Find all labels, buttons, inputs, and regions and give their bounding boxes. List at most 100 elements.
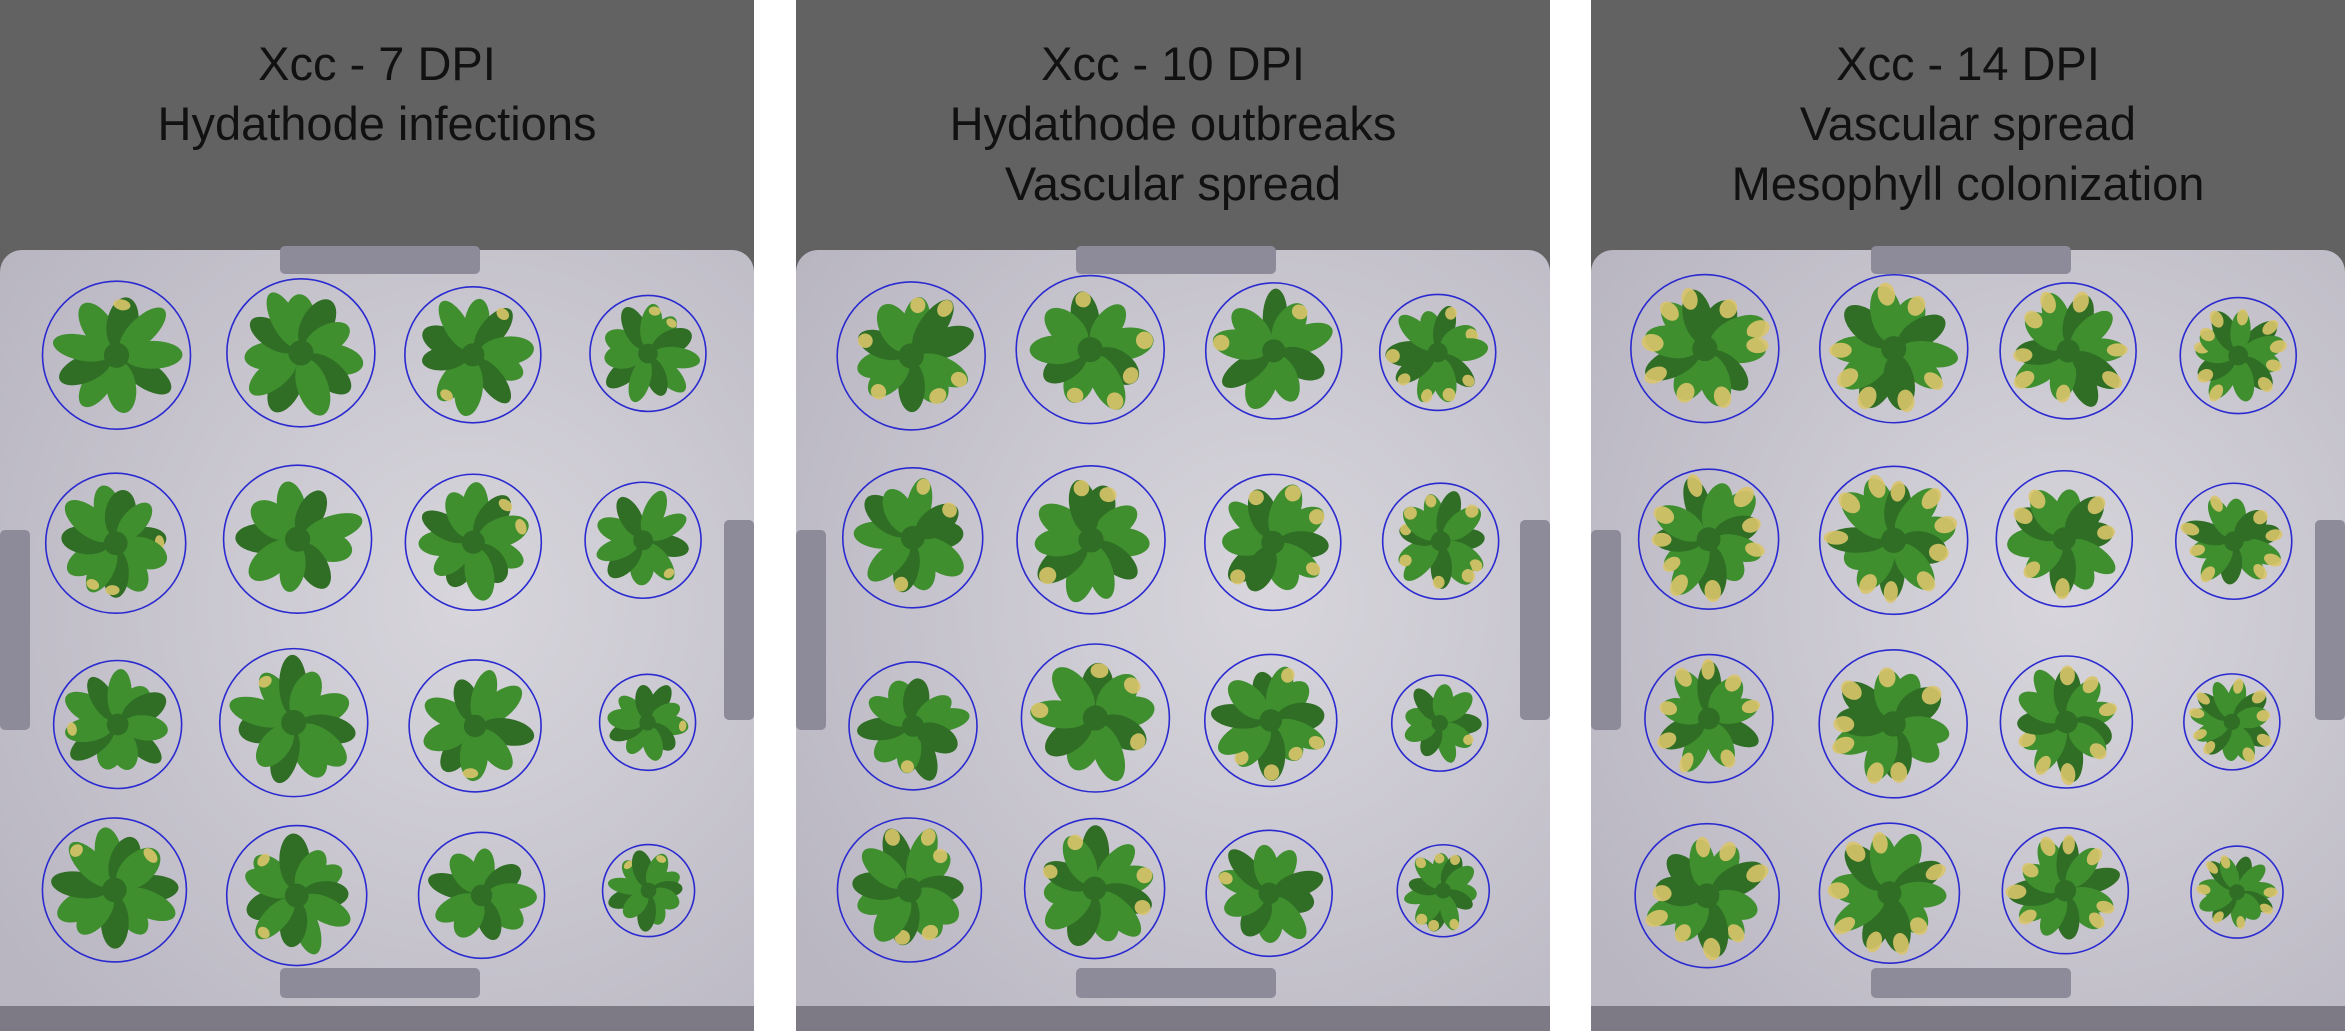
detection-circle	[589, 294, 707, 413]
rosette-plant	[1651, 474, 1765, 602]
tray-tab	[724, 520, 754, 720]
rosette-plant	[1212, 288, 1333, 410]
rosette-plant	[65, 668, 168, 770]
tray-image	[796, 246, 1550, 1031]
tray-edge	[796, 1006, 1550, 1031]
tray-image	[0, 246, 754, 1031]
tray-image	[1591, 246, 2345, 1031]
rosette-plant	[229, 654, 356, 784]
rosette-plant	[1832, 667, 1950, 784]
detection-circle	[1630, 273, 1780, 424]
rosette-plant	[2193, 309, 2287, 402]
detection-circle	[2190, 845, 2284, 939]
rosette-plant	[1404, 853, 1477, 932]
tray	[0, 250, 754, 1031]
rosette-plant	[1827, 832, 1947, 955]
detection-circle	[1995, 469, 2134, 608]
rosette-plant	[2180, 495, 2283, 585]
rosette-plant	[1211, 666, 1325, 781]
detection-circle	[2179, 296, 2298, 415]
detection-circle	[1634, 822, 1780, 969]
rosette-plant	[1030, 662, 1155, 782]
rosette-plant	[1823, 474, 1958, 603]
rosette-plant	[2196, 855, 2278, 929]
tray-tab	[1076, 246, 1276, 274]
detection-circle	[1020, 643, 1171, 793]
tray-tab	[280, 968, 480, 998]
detection-circle	[1637, 468, 1780, 610]
tray-tab	[1871, 968, 2071, 998]
detection-circle	[1396, 843, 1491, 938]
rosette-plant	[2017, 665, 2118, 786]
rosette-plant	[2007, 489, 2116, 600]
rosette-plant	[422, 298, 534, 416]
rosette-plant	[1641, 288, 1770, 408]
tray-tab	[1591, 530, 1621, 730]
rosette-plant	[2013, 291, 2128, 407]
detection-circle	[1205, 829, 1333, 958]
rosette-plant	[1645, 836, 1769, 961]
tray-edge	[1591, 1006, 2345, 1031]
rosette-plant	[857, 678, 970, 781]
detection-circle	[584, 481, 702, 600]
rosette-plant	[596, 490, 689, 586]
detection-circle	[1203, 653, 1338, 788]
detection-circle	[848, 661, 978, 791]
detection-circle	[1818, 822, 1961, 964]
panel-title-line: Hydathode outbreaks	[949, 97, 1397, 150]
detection-circle	[598, 673, 697, 772]
panel-10dpi: Xcc - 10 DPI Hydathode outbreaks Vascula…	[796, 0, 1550, 1031]
rosette-plant	[52, 297, 183, 414]
rosette-plant	[604, 303, 701, 403]
rosette-plant	[2189, 678, 2272, 763]
panel-title-line: Vascular spread	[1004, 157, 1342, 210]
panel-title: Xcc - 14 DPI Vascular spread Mesophyll c…	[1591, 0, 2345, 250]
detection-circle	[1818, 465, 1969, 616]
panel-title-line: Mesophyll colonization	[1731, 157, 2205, 210]
tray-tab	[280, 246, 480, 274]
detection-circle	[404, 286, 542, 424]
rosette-plant	[1829, 282, 1958, 413]
detection-circle	[226, 278, 376, 428]
rosette-plant	[245, 833, 351, 955]
detection-circle	[2174, 482, 2293, 601]
detection-circle	[408, 659, 542, 793]
rosette-plant	[607, 850, 683, 932]
rosette-plant	[1029, 291, 1154, 410]
rosette-plant	[853, 478, 964, 593]
panel-title-line: Xcc - 10 DPI	[1041, 37, 1305, 90]
tray	[796, 250, 1550, 1031]
rosette-plant	[852, 828, 964, 946]
rosette-plant	[1222, 484, 1329, 592]
detection-circle	[222, 464, 373, 614]
detection-circle	[1390, 674, 1489, 772]
rosette-plant	[607, 685, 689, 761]
panel-title: Xcc - 7 DPI Hydathode infections	[0, 0, 754, 250]
rosette-plant	[1218, 844, 1324, 943]
tray-tab	[1871, 246, 2071, 274]
panel-title: Xcc - 10 DPI Hydathode outbreaks Vascula…	[796, 0, 1550, 250]
detection-circle	[1999, 655, 2134, 789]
detection-circle	[218, 647, 369, 798]
detection-circle	[1016, 465, 1166, 615]
detection-circle	[841, 467, 984, 609]
detection-circle	[404, 473, 543, 612]
rosette-plant	[1404, 684, 1482, 763]
panel-14dpi: Xcc - 14 DPI Vascular spread Mesophyll c…	[1591, 0, 2345, 1031]
panel-title-line: Hydathode infections	[157, 97, 597, 150]
rosette-plant	[51, 827, 179, 949]
detection-circle	[417, 831, 546, 960]
panel-7dpi: Xcc - 7 DPI Hydathode infections	[0, 0, 754, 1031]
rosette-plant	[235, 481, 363, 592]
detection-circle	[41, 817, 188, 963]
rosette-plant	[1657, 658, 1760, 773]
tray-tab	[0, 530, 30, 730]
detection-circle	[1023, 817, 1166, 960]
detection-circle	[2001, 826, 2130, 955]
detection-circle	[836, 817, 983, 963]
rosette-plant	[61, 485, 168, 598]
tray	[1591, 250, 2345, 1031]
detection-circle	[225, 824, 368, 967]
detection-circle	[1818, 649, 1968, 799]
rosette-plant	[1043, 825, 1154, 946]
